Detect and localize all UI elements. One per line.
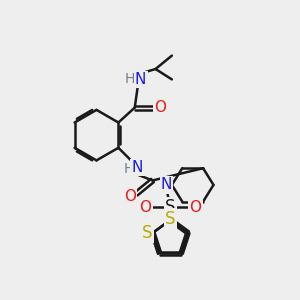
Text: S: S	[165, 198, 175, 216]
Text: N: N	[161, 177, 172, 192]
Text: S: S	[165, 209, 175, 227]
Text: O: O	[140, 200, 152, 215]
Text: O: O	[189, 200, 201, 215]
Text: S: S	[142, 224, 153, 242]
Text: H: H	[124, 163, 134, 176]
Text: O: O	[124, 189, 136, 204]
Text: N: N	[135, 72, 146, 87]
Text: O: O	[154, 100, 166, 115]
Text: H: H	[125, 72, 136, 86]
Text: N: N	[131, 160, 143, 175]
